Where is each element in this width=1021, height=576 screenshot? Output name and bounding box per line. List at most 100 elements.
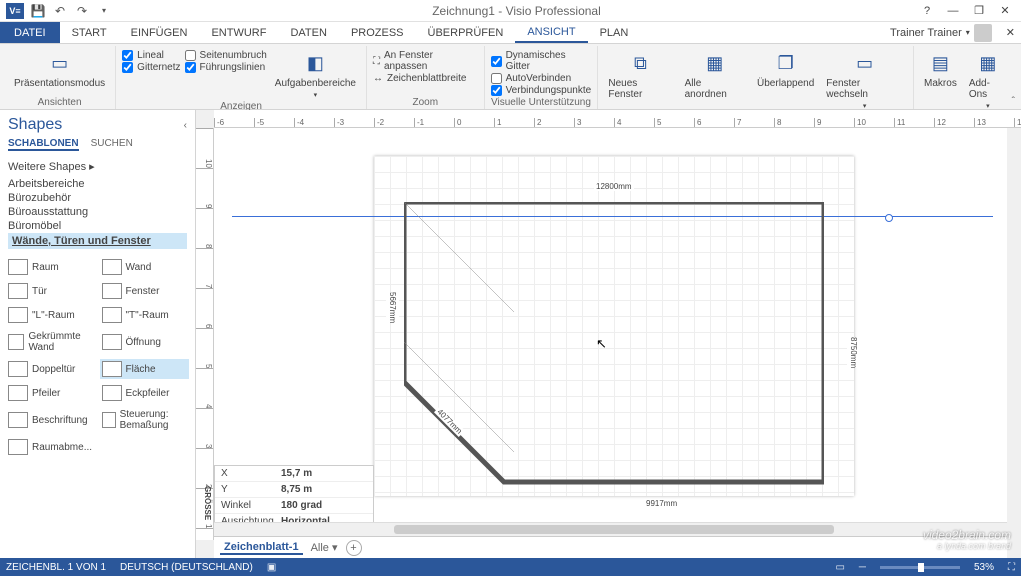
tab-überprüfen[interactable]: ÜBERPRÜFEN <box>416 22 516 43</box>
tab-prozess[interactable]: PROZESS <box>339 22 416 43</box>
minimize-button[interactable]: — <box>941 2 965 20</box>
arrange-all-button[interactable]: ▦Alle anordnen <box>681 48 749 102</box>
taskpanes-button[interactable]: ◧ Aufgabenbereiche ▾ <box>271 48 360 101</box>
redo-icon[interactable]: ↷ <box>74 3 90 19</box>
new-window-button[interactable]: ⧉Neues Fenster <box>604 48 676 102</box>
macros-button[interactable]: ▤Makros <box>920 48 961 91</box>
shape-category[interactable]: Büromöbel <box>8 219 187 233</box>
horizontal-scrollbar[interactable] <box>214 522 1007 536</box>
shape-item[interactable]: Doppeltür <box>6 359 96 379</box>
zoom-slider[interactable] <box>880 566 960 569</box>
shape-item[interactable]: Raum <box>6 257 96 277</box>
shape-category[interactable]: Büroausstattung <box>8 205 187 219</box>
ribbon-tabs: DATEI STARTEINFÜGENENTWURFDATENPROZESSÜB… <box>0 22 1021 44</box>
shape-item[interactable]: Fläche <box>100 359 190 379</box>
ribbon-group-makros: ▤Makros ▦Add-Ons▾ Makros <box>914 46 1017 109</box>
shape-item[interactable]: Eckpfeiler <box>100 383 190 403</box>
shape-item[interactable]: Raumabme... <box>6 437 96 457</box>
shapes-subtab-schablonen[interactable]: SCHABLONEN <box>8 138 79 151</box>
shape-preview-icon <box>8 385 28 401</box>
close-doc-button[interactable]: ✕ <box>1000 22 1021 43</box>
switch-window-button[interactable]: ▭Fenster wechseln▾ <box>822 48 907 112</box>
shapes-subtab-suchen[interactable]: SUCHEN <box>91 138 133 151</box>
cascade-button[interactable]: ❐Überlappend <box>753 48 818 91</box>
shape-item[interactable]: Öffnung <box>100 329 190 355</box>
save-icon[interactable]: 💾 <box>30 3 46 19</box>
collapse-ribbon-icon[interactable]: ˆ <box>1012 96 1015 107</box>
vertical-ruler[interactable]: 109876543210 <box>196 128 214 540</box>
shape-item[interactable]: Pfeiler <box>6 383 96 403</box>
fit-page-icon[interactable]: ⛶ <box>1008 562 1015 573</box>
shape-category[interactable]: Bürozubehör <box>8 191 187 205</box>
view-mode-icon[interactable]: ▭ <box>835 562 844 573</box>
add-page-button[interactable]: + <box>346 540 362 556</box>
tab-entwurf[interactable]: ENTWURF <box>199 22 278 43</box>
tab-plan[interactable]: PLAN <box>588 22 641 43</box>
shape-category[interactable]: Arbeitsbereiche <box>8 177 187 191</box>
fit-window-button[interactable]: ⛶An Fenster anpassen <box>373 50 478 72</box>
ribbon: ▭ Präsentationsmodus Ansichten LinealGit… <box>0 44 1021 110</box>
all-pages-button[interactable]: Alle ▾ <box>311 541 338 554</box>
view-mode-icon-2[interactable]: ─ <box>859 562 866 573</box>
tab-ansicht[interactable]: ANSICHT <box>515 22 587 43</box>
page-tabs: Zeichenblatt-1 Alle ▾ + <box>214 536 1007 558</box>
undo-icon[interactable]: ↶ <box>52 3 68 19</box>
shape-preview-icon <box>8 334 24 350</box>
horizontal-ruler[interactable]: -6-5-4-3-2-10123456789101112131415161718 <box>214 110 1021 128</box>
check-seitenumbruch[interactable]: Seitenumbruch <box>185 50 267 61</box>
room-shape[interactable]: 12800mm 8750mm 9917mm 4077mm 5667mm <box>404 202 824 492</box>
tab-daten[interactable]: DATEN <box>278 22 338 43</box>
dim-left: 5667mm <box>386 292 399 323</box>
close-button[interactable]: ✕ <box>993 2 1017 20</box>
shape-item[interactable]: Beschriftung <box>6 407 96 433</box>
autoconnect-checkbox[interactable]: AutoVerbinden <box>491 73 592 84</box>
info-row: Y8,75 m <box>215 482 373 498</box>
ribbon-group-ansichten: ▭ Präsentationsmodus Ansichten <box>4 46 116 109</box>
check-führungslinien[interactable]: Führungslinien <box>185 62 267 73</box>
check-gitternetz[interactable]: Gitternetz <box>122 62 180 73</box>
arrange-icon: ▦ <box>699 50 731 76</box>
shape-item[interactable]: "L"-Raum <box>6 305 96 325</box>
tab-start[interactable]: START <box>60 22 119 43</box>
shape-preview-icon <box>102 412 116 428</box>
title-bar: V≡ 💾 ↶ ↷ ▾ Zeichnung1 - Visio Profession… <box>0 0 1021 22</box>
width-icon: ↔ <box>373 73 383 84</box>
size-info-box: GRÖSSE X15,7 mY8,75 mWinkel180 gradAusri… <box>214 465 374 530</box>
tab-file[interactable]: DATEI <box>0 22 60 43</box>
record-macro-icon[interactable]: ▣ <box>267 562 276 573</box>
shape-item[interactable]: Gekrümmte Wand <box>6 329 96 355</box>
info-side-label: GRÖSSE <box>203 486 212 520</box>
dynamic-grid-checkbox[interactable]: Dynamisches Gitter <box>491 50 592 72</box>
shape-item[interactable]: "T"-Raum <box>100 305 190 325</box>
shape-item[interactable]: Wand <box>100 257 190 277</box>
page-tab-1[interactable]: Zeichenblatt-1 <box>220 541 303 555</box>
shape-preview-icon <box>102 283 122 299</box>
help-icon[interactable]: ? <box>915 2 939 20</box>
fit-icon: ⛶ <box>373 56 380 67</box>
zoom-level[interactable]: 53% <box>974 562 994 573</box>
tab-einfügen[interactable]: EINFÜGEN <box>119 22 200 43</box>
shape-preview-icon <box>8 439 28 455</box>
connection-points-checkbox[interactable]: Verbindungspunkte <box>491 85 592 96</box>
shape-item[interactable]: Steuerung: Bemaßung <box>100 407 190 433</box>
dim-top: 12800mm <box>594 182 634 191</box>
check-lineal[interactable]: Lineal <box>122 50 180 61</box>
addons-icon: ▦ <box>972 50 1004 76</box>
presentation-mode-button[interactable]: ▭ Präsentationsmodus <box>10 48 109 91</box>
status-language[interactable]: DEUTSCH (DEUTSCHLAND) <box>120 562 253 573</box>
qat-customize-icon[interactable]: ▾ <box>96 3 112 19</box>
restore-button[interactable]: ❐ <box>967 2 991 20</box>
shape-item[interactable]: Fenster <box>100 281 190 301</box>
collapse-shapes-icon[interactable]: ‹ <box>184 120 187 131</box>
shape-item[interactable]: Tür <box>6 281 96 301</box>
app-icon[interactable]: V≡ <box>6 3 24 19</box>
shape-preview-icon <box>102 307 122 323</box>
addons-button[interactable]: ▦Add-Ons▾ <box>965 48 1011 112</box>
page-width-button[interactable]: ↔Zeichenblattbreite <box>373 73 478 84</box>
user-account[interactable]: Trainer Trainer ▾ <box>882 22 1000 43</box>
more-shapes[interactable]: Weitere Shapes ▸ <box>8 159 187 174</box>
shape-category[interactable]: Wände, Türen und Fenster <box>8 233 187 249</box>
shapes-panel: Shapes ‹ SCHABLONENSUCHEN Weitere Shapes… <box>0 110 196 558</box>
user-name: Trainer Trainer <box>890 27 962 39</box>
ribbon-group-zoom: ⛶An Fenster anpassen ↔Zeichenblattbreite… <box>367 46 485 109</box>
